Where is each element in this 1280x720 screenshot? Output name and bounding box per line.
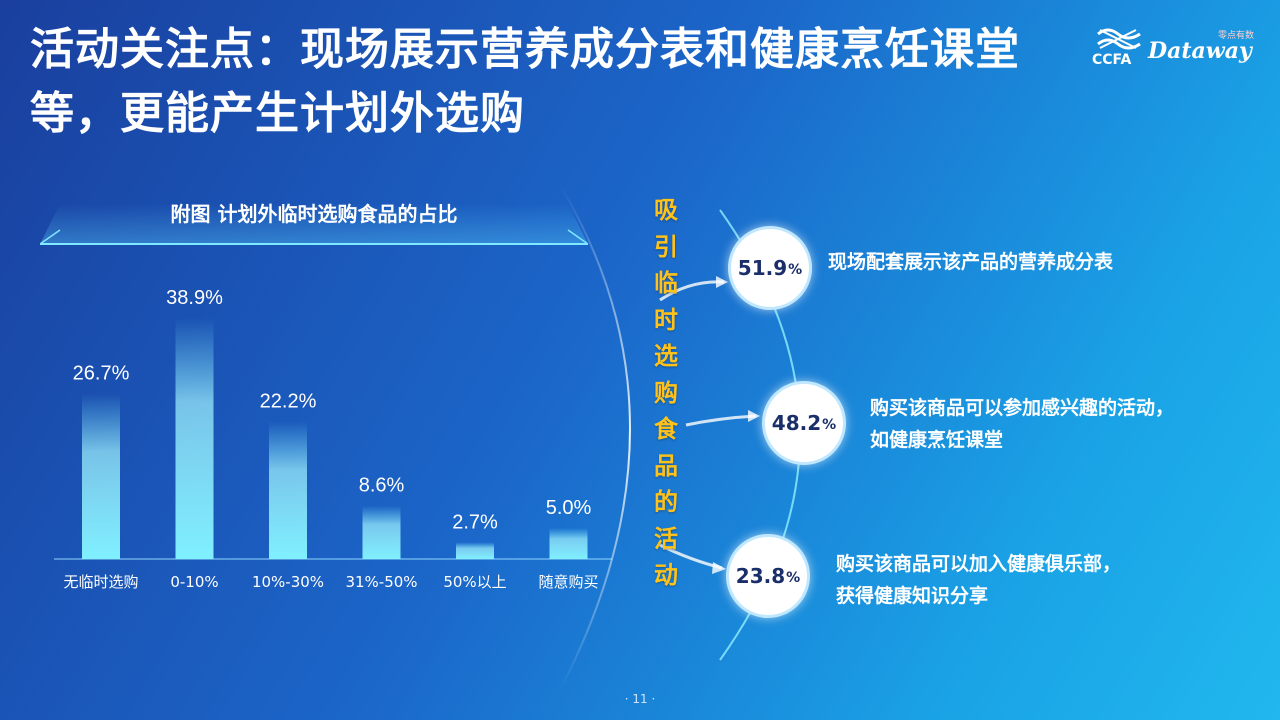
ccfa-emblem-icon	[1097, 28, 1141, 50]
vertical-label-char: 动	[654, 561, 678, 589]
vertical-label-char: 选	[654, 342, 678, 370]
x-tick-label: 随意购买	[538, 573, 598, 591]
bar-value-label: 38.9%	[166, 287, 223, 309]
vertical-label-char: 时	[654, 305, 678, 334]
x-tick-label: 10%-30%	[252, 573, 324, 591]
pct-circle-1: 51.9%	[728, 226, 812, 310]
reason-1: 现场配套展示该产品的营养成分表	[828, 246, 1113, 278]
vertical-label-char: 食	[654, 415, 678, 443]
x-tick-label: 无临时选购	[63, 573, 138, 591]
reason-1-line-1: 现场配套展示该产品的营养成分表	[828, 251, 1114, 273]
pct-unit-2: %	[822, 417, 837, 433]
bar-value-label: 2.7%	[452, 511, 498, 533]
pct-unit-1: %	[788, 262, 803, 278]
pct-value-3: 23.8	[735, 564, 786, 588]
logo-dataway-text: Dataway	[1148, 38, 1252, 64]
pct-unit-3: %	[786, 570, 801, 586]
vertical-label-char: 品	[654, 451, 678, 480]
page-title: 活动关注点：现场展示营养成分表和健康烹饪课堂等，更能产生计划外选购	[30, 24, 1020, 139]
x-tick-label: 31%-50%	[345, 573, 417, 591]
vertical-label-char: 购	[654, 378, 678, 407]
bar-6	[549, 528, 588, 559]
figure-caption-bar: 附图 计划外临时选购食品的占比	[40, 186, 588, 246]
reason-2-line-1: 购买该商品可以参加感兴趣的活动，	[870, 397, 1175, 419]
bar-value-label: 8.6%	[359, 475, 405, 497]
reason-3: 购买该商品可以加入健康俱乐部， 获得健康知识分享	[836, 548, 1121, 612]
vertical-label-char: 活	[654, 524, 678, 553]
decor-arc-left	[559, 184, 631, 691]
bar-5	[456, 542, 494, 559]
bar-value-label: 22.2%	[260, 390, 317, 412]
x-tick-label: 50%以上	[443, 573, 506, 591]
figure-caption: 附图 计划外临时选购食品的占比	[170, 202, 458, 226]
pct-value-2: 48.2	[771, 411, 822, 435]
pct-circle-3: 23.8%	[726, 534, 810, 618]
bar-2	[175, 318, 214, 559]
reason-3-line-2: 获得健康知识分享	[836, 585, 989, 607]
vertical-label-char: 引	[654, 232, 678, 261]
pct-circle-2: 48.2%	[762, 381, 846, 465]
pct-value-1: 51.9	[737, 256, 788, 280]
bar-3	[269, 421, 307, 559]
logo-sub-text: 零点有数	[1218, 31, 1255, 41]
vertical-label-char: 吸	[654, 196, 678, 224]
vertical-label-char: 临	[654, 269, 678, 297]
bar-1	[82, 393, 120, 559]
bar-value-label: 26.7%	[73, 363, 130, 385]
reason-2: 购买该商品可以参加感兴趣的活动， 如健康烹饪课堂	[870, 392, 1174, 456]
reason-3-line-1: 购买该商品可以加入健康俱乐部，	[836, 553, 1122, 575]
vertical-label: 吸引临时选购食品的活动	[646, 192, 686, 594]
bar-value-label: 5.0%	[546, 497, 592, 519]
logo-ccfa-text: CCFA	[1092, 52, 1132, 68]
reason-2-line-2: 如健康烹饪课堂	[870, 429, 1004, 451]
vertical-label-char: 的	[654, 488, 678, 516]
bar-4	[362, 505, 401, 559]
brand-logo: CCFA Dataway 零点有数	[1092, 26, 1262, 72]
x-tick-label: 0-10%	[170, 573, 218, 591]
page-number: · 11 ·	[624, 692, 656, 706]
